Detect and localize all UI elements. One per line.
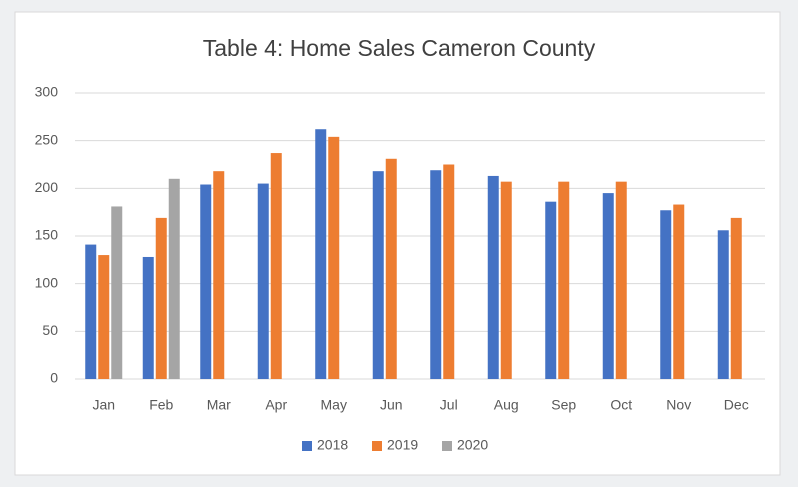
bar <box>602 193 614 379</box>
bar <box>85 244 97 379</box>
y-tick-label: 200 <box>35 179 59 195</box>
bar <box>257 183 269 379</box>
x-tick-label: Sep <box>551 397 576 413</box>
x-tick-label: Feb <box>149 397 173 413</box>
bar <box>443 164 455 379</box>
x-tick-label: Jul <box>440 397 458 413</box>
bar <box>372 171 384 379</box>
legend-label: 2020 <box>457 437 488 453</box>
bar <box>155 217 167 379</box>
bar <box>328 136 340 379</box>
legend-swatch <box>302 441 312 451</box>
bar <box>487 175 499 379</box>
bar <box>717 230 729 379</box>
bar <box>673 204 685 379</box>
y-tick-label: 0 <box>50 370 58 386</box>
bar <box>500 181 512 379</box>
x-tick-label: May <box>321 397 347 413</box>
x-tick-label: Jun <box>380 397 403 413</box>
chart-title: Table 4: Home Sales Cameron County <box>203 35 596 61</box>
bar <box>168 178 180 379</box>
x-tick-label: Dec <box>724 397 749 413</box>
bar <box>558 181 570 379</box>
bar <box>142 256 154 379</box>
bar <box>545 201 557 379</box>
bar <box>430 170 442 379</box>
x-tick-label: Nov <box>666 397 691 413</box>
bar <box>98 255 110 379</box>
x-tick-label: Jan <box>92 397 115 413</box>
chart-panel <box>14 11 781 476</box>
y-tick-label: 150 <box>35 227 59 243</box>
legend-swatch <box>442 441 452 451</box>
legend-label: 2018 <box>317 437 348 453</box>
bar <box>111 206 123 379</box>
bar <box>730 217 742 379</box>
y-tick-label: 100 <box>35 274 59 290</box>
bar <box>615 181 627 379</box>
x-tick-label: Aug <box>494 397 519 413</box>
bar <box>315 129 327 379</box>
bar <box>200 184 212 379</box>
x-tick-label: Oct <box>610 397 632 413</box>
legend-swatch <box>372 441 382 451</box>
bar <box>660 210 672 379</box>
y-tick-label: 300 <box>35 84 59 100</box>
legend-label: 2019 <box>387 437 418 453</box>
bar <box>385 158 397 379</box>
bar <box>213 171 225 379</box>
bar <box>270 153 282 379</box>
y-tick-label: 50 <box>42 322 58 338</box>
x-tick-label: Mar <box>207 397 231 413</box>
y-tick-label: 250 <box>35 131 59 147</box>
x-tick-label: Apr <box>265 397 287 413</box>
